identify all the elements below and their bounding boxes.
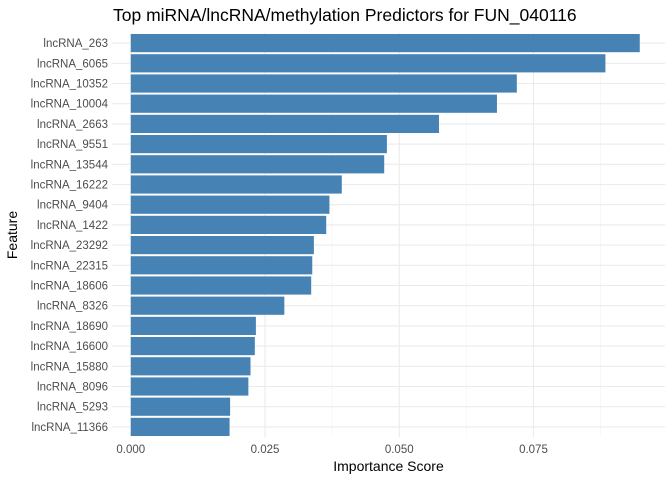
bar-lncRNA_5293 (130, 397, 231, 416)
y-tick-labels: lncRNA_263 lncRNA_6065 lncRNA_10352 lncRNA_… (31, 38, 109, 434)
y-tick-label: lncRNA_10004 (31, 99, 109, 111)
y-tick-label: lncRNA_23292 (31, 240, 108, 252)
y-tick-label: lncRNA_5293 (37, 402, 108, 414)
y-tick-label: lncRNA_16600 (31, 341, 108, 353)
y-tick-label: lncRNA_8096 (37, 382, 108, 394)
bar-lncRNA_22315 (130, 256, 313, 275)
y-tick-label: lncRNA_9551 (37, 139, 108, 151)
x-tick-label: 0.000 (116, 444, 145, 456)
y-tick-label: lncRNA_9404 (37, 200, 109, 212)
bars (130, 34, 640, 436)
y-tick-label: lncRNA_6065 (37, 58, 108, 70)
bar-lncRNA_1422 (130, 215, 327, 234)
y-tick-label: lncRNA_15880 (31, 361, 108, 373)
bar-lncRNA_8326 (130, 296, 285, 315)
bar-lncRNA_11366 (130, 417, 230, 436)
y-tick-label: lncRNA_18690 (31, 321, 108, 333)
y-tick-label: lncRNA_10352 (31, 79, 108, 91)
bar-lncRNA_18606 (130, 276, 312, 295)
y-tick-label: lncRNA_16222 (31, 180, 108, 192)
x-axis-title: Importance Score (333, 458, 444, 474)
bar-lncRNA_16600 (130, 337, 255, 356)
chart-title: Top miRNA/lncRNA/methylation Predictors … (113, 5, 577, 26)
y-tick-label: lncRNA_2663 (37, 119, 108, 131)
bar-lncRNA_16222 (130, 175, 342, 194)
bar-lncRNA_23292 (130, 236, 314, 255)
bar-lncRNA_263 (130, 34, 640, 53)
y-tick-label: lncRNA_22315 (31, 260, 108, 272)
bar-lncRNA_18690 (130, 316, 256, 335)
y-tick-label: lncRNA_11366 (31, 422, 108, 434)
bar-lncRNA_9404 (130, 195, 330, 214)
y-tick-label: lncRNA_263 (43, 38, 108, 50)
bar-lncRNA_6065 (130, 54, 606, 73)
bar-lncRNA_9551 (130, 135, 387, 154)
y-axis-title: Feature (4, 211, 20, 259)
grid-lines (112, 33, 665, 437)
y-tick-label: lncRNA_8326 (37, 301, 108, 313)
y-tick-label: lncRNA_1422 (37, 220, 108, 232)
bar-lncRNA_10352 (130, 74, 517, 93)
bar-lncRNA_13544 (130, 155, 385, 174)
bar-lncRNA_15880 (130, 357, 251, 376)
y-tick-label: lncRNA_13544 (31, 159, 109, 171)
y-tick-label: lncRNA_18606 (31, 281, 108, 293)
bar-lncRNA_2663 (130, 114, 439, 133)
x-tick-label: 0.025 (251, 444, 280, 456)
x-tick-label: 0.075 (519, 444, 548, 456)
x-tick-label: 0.050 (385, 444, 414, 456)
x-tick-labels: 0.000 0.025 0.050 0.075 (116, 444, 547, 456)
bar-lncRNA_10004 (130, 94, 497, 113)
bar-lncRNA_8096 (130, 377, 249, 396)
